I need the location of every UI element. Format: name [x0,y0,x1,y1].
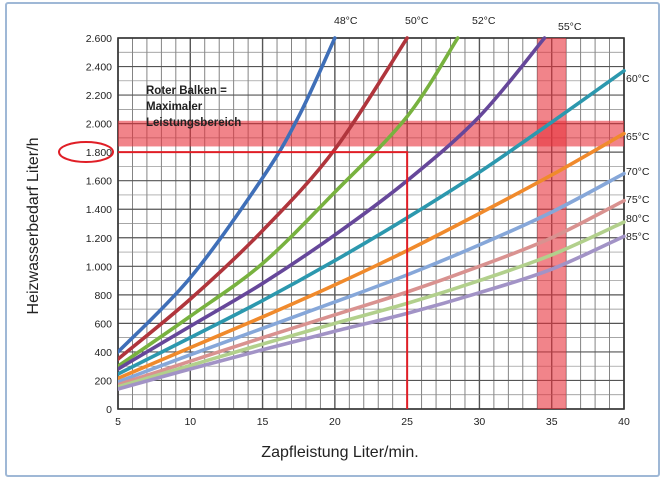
series-line-8 [118,220,626,389]
series-line-2 [118,36,460,368]
x-tick-label: 40 [618,416,630,428]
reference-lines [118,151,409,409]
series-line-0 [118,36,337,354]
series-label-9: 85°C [626,231,650,243]
annotation-line-3: Leistungsbereich [146,117,241,129]
y-tick-label: 2.600 [86,33,112,45]
y-tick-label: 2.400 [86,62,112,74]
series-lines [118,36,626,391]
y-tick-label: 400 [94,347,112,359]
series-line-5 [118,131,626,381]
x-tick-label: 20 [329,416,341,428]
series-line-7 [118,198,626,387]
series-line-4 [118,69,626,376]
x-tick-label: 35 [546,416,558,428]
x-tick-label: 10 [184,416,196,428]
series-label-2: 52°C [472,15,496,27]
x-tick-label: 15 [257,416,269,428]
series-label-4: 60°C [626,73,650,85]
y-tick-label: 600 [94,318,112,330]
y-tick-label: 1.400 [86,204,112,216]
series-label-6: 70°C [626,166,650,178]
series-line-9 [118,234,626,391]
y-tick-label: 0 [106,404,112,416]
series-label-7: 75°C [626,194,650,206]
series-labels: 48°C 50°C 52°C 55°C 60°C 65°C 70°C 75°C 80°C 85°C [334,15,650,243]
y-tick-label: 800 [94,290,112,302]
y-axis-title: Heizwasserbedarf Liter/h [25,138,42,315]
series-line-1 [118,36,409,361]
x-tick-label: 30 [474,416,486,428]
annotation-line-2: Maximaler [146,101,203,113]
series-label-5: 65°C [626,131,650,143]
series-label-0: 48°C [334,15,358,27]
x-tick-label: 25 [401,416,413,428]
y-tick-label: 1.000 [86,261,112,273]
x-axis-title: Zapfleistung Liter/min. [261,444,418,461]
y-tick-label: 1.200 [86,233,112,245]
range-bands [118,38,624,409]
y-tick-label: 1.600 [86,176,112,188]
vertical-band [537,38,567,409]
y-axis-ticks: 0 200 400 600 800 1.000 1.200 1.400 1.600 1.800 2.… [86,33,112,416]
y-tick-label: 200 [94,375,112,387]
y-tick-label: 1.800 [86,147,112,159]
series-label-1: 50°C [405,15,429,27]
y-tick-label: 2.000 [86,119,112,131]
annotation-line-1: Roter Balken = [146,85,227,97]
series-line-6 [118,171,626,384]
series-label-3: 55°C [558,21,582,33]
x-tick-label: 5 [115,416,121,428]
x-axis-ticks: 5 10 15 20 25 30 35 40 [115,416,630,428]
y-tick-label: 2.200 [86,90,112,102]
highlight-ellipse [58,141,114,163]
reference-line-0 [118,151,409,409]
series-line-3 [118,36,547,371]
series-label-8: 80°C [626,213,650,225]
